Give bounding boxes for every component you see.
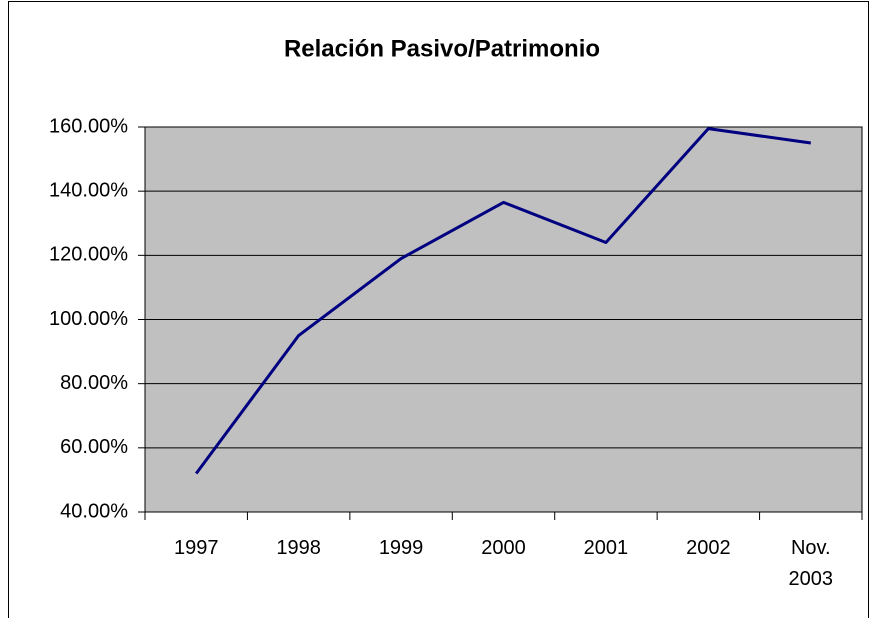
- y-tick-label: 40.00%: [60, 500, 128, 522]
- x-tick-label: 2002: [686, 537, 731, 559]
- y-tick-label: 120.00%: [49, 244, 128, 266]
- x-tick-label: 2000: [481, 537, 526, 559]
- x-tick-label: 1998: [276, 537, 321, 559]
- x-tick-label: 1997: [173, 537, 219, 559]
- chart-title: Relación Pasivo/Patrimonio: [284, 35, 600, 62]
- y-tick-label: 100.00%: [49, 308, 128, 330]
- x-tick-label: Nov. 2003: [788, 537, 834, 590]
- y-tick-label: 80.00%: [60, 372, 128, 394]
- y-tick-label: 140.00%: [49, 179, 128, 201]
- plot-border: [144, 126, 863, 513]
- x-tick-label: 2001: [583, 537, 629, 559]
- line-series: [195, 127, 811, 475]
- y-tick-label: 160.00%: [49, 115, 128, 137]
- x-tick-label: 1999: [378, 537, 424, 559]
- y-tick-label: 60.00%: [60, 436, 128, 458]
